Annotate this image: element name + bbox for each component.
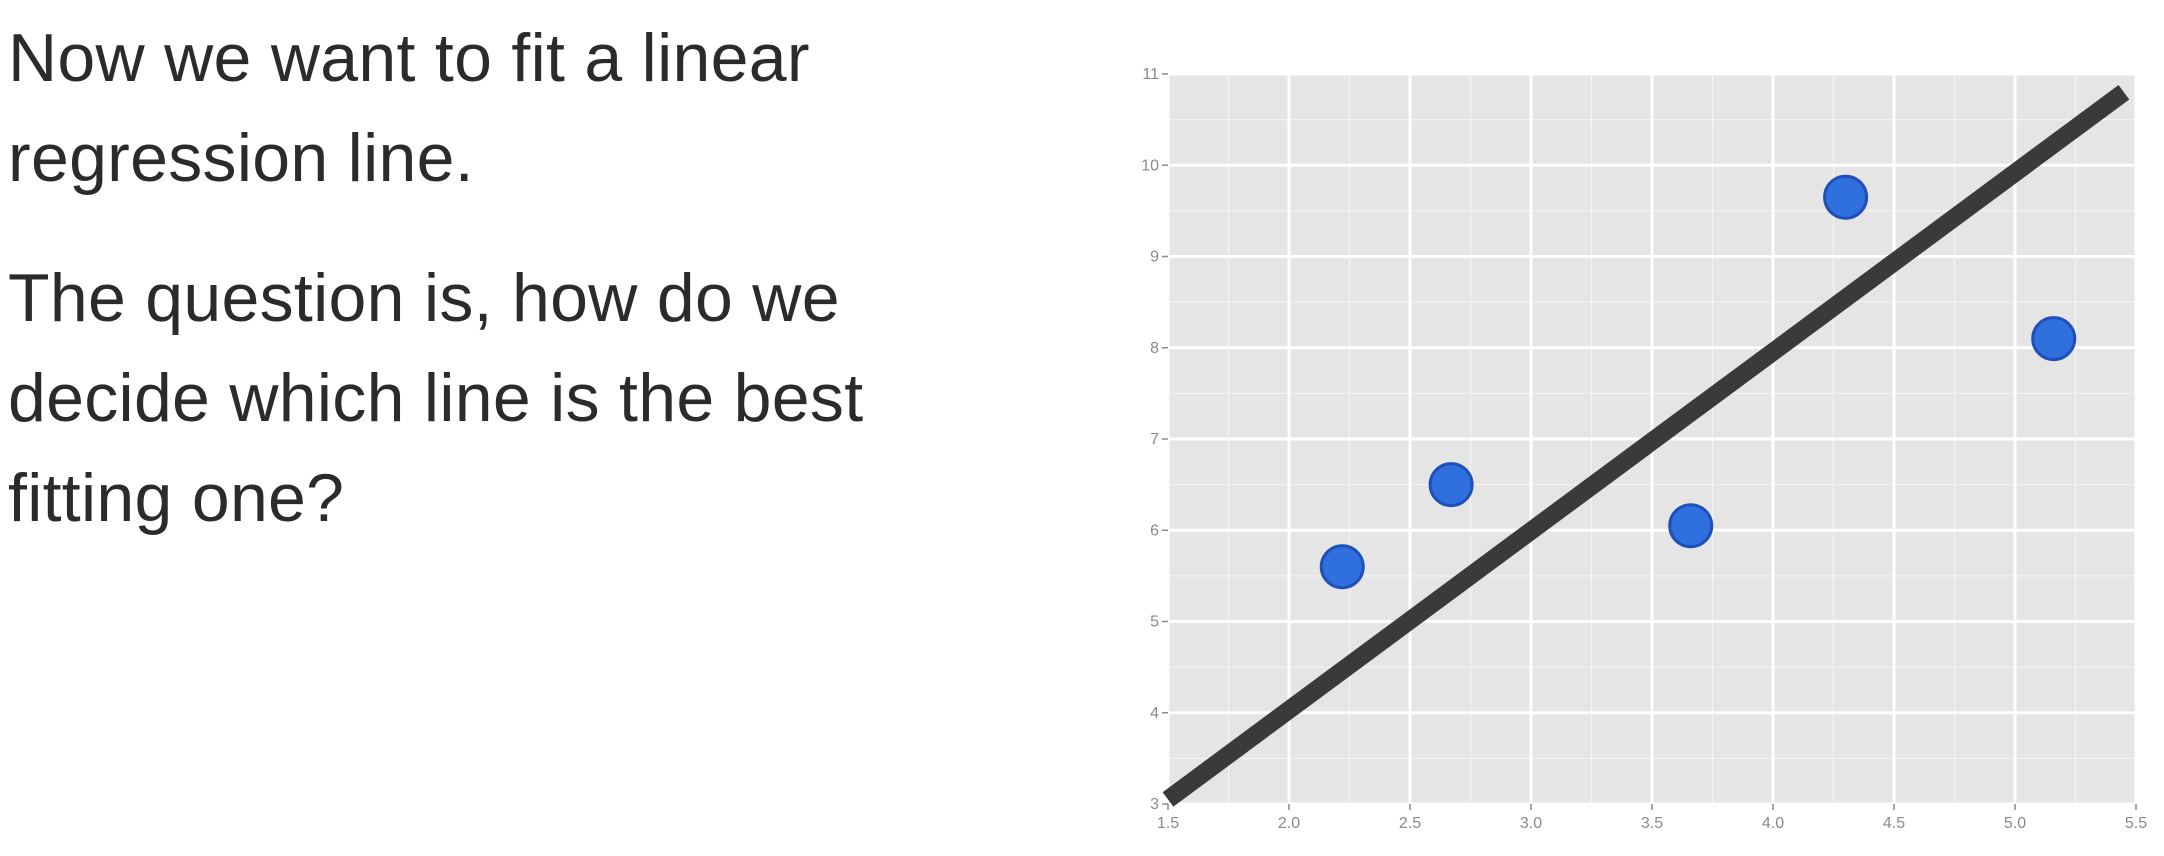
axis-ticks [1162,73,2137,810]
slide-text: Now we want to fit a linear regression l… [8,8,1008,588]
data-point [1319,544,1365,590]
x-tick-label: 2.0 [1278,815,1300,832]
x-tick-label: 1.5 [1157,815,1179,832]
y-tick-label: 8 [1150,340,1159,357]
data-point [2031,316,2077,362]
tick-labels: 1.5 2.0 2.5 3.0 3.5 4.0 4.5 5.0 5.5 3 4 5 6 7 8 9 10 11 [1141,66,2147,832]
grid-lines [1166,72,2138,806]
y-tick-label: 7 [1150,431,1159,448]
y-tick-label: 4 [1150,705,1159,722]
x-tick-label: 3.0 [1520,815,1542,832]
y-tick-label: 9 [1150,249,1159,266]
y-tick-label: 11 [1142,66,1159,83]
y-tick-label: 5 [1150,614,1159,631]
data-points [1319,174,2077,590]
y-tick-label: 3 [1150,796,1159,813]
x-tick-label: 4.5 [1883,815,1905,832]
x-tick-label: 2.5 [1399,815,1421,832]
data-point [1668,503,1714,549]
data-point [1428,462,1474,508]
y-tick-label: 10 [1141,157,1159,174]
x-tick-label: 5.5 [2125,815,2147,832]
intro-paragraph: Now we want to fit a linear regression l… [8,20,810,196]
x-tick-label: 3.5 [1641,815,1663,832]
x-tick-label: 4.0 [1762,815,1784,832]
data-point [1823,174,1869,220]
y-tick-label: 6 [1150,522,1159,539]
x-tick-label: 5.0 [2004,815,2026,832]
question-paragraph: The question is, how do we decide which … [8,260,864,536]
regression-line [1162,85,2130,807]
